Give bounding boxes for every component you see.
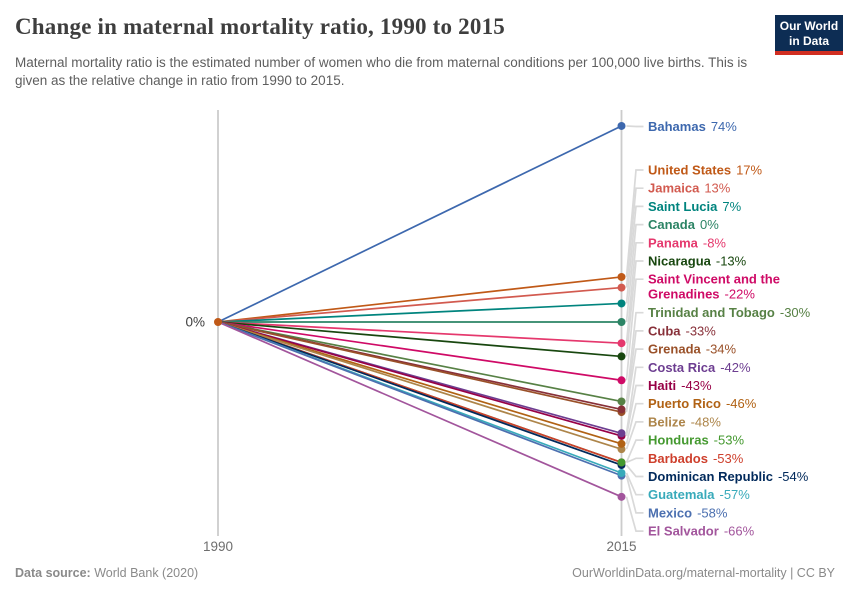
data-source-label: Data source: — [15, 566, 91, 580]
country-label-el-salvador[interactable]: El Salvador -66% — [648, 524, 755, 539]
data-source-value: World Bank (2020) — [90, 566, 199, 580]
country-label-costa-rica[interactable]: Costa Rica -42% — [648, 360, 751, 375]
country-label-dominican-republic[interactable]: Dominican Republic -54% — [648, 469, 809, 484]
slope-line-belize[interactable] — [217, 321, 622, 450]
start-dot-1990[interactable] — [214, 318, 222, 326]
label-connector — [625, 366, 644, 434]
credit-link[interactable]: OurWorldinData.org/maternal-mortality | … — [572, 566, 835, 580]
country-dot-saint-lucia[interactable] — [617, 299, 626, 308]
country-dot-panama[interactable] — [617, 339, 626, 348]
label-connector — [625, 311, 644, 402]
country-dot-puerto-rico[interactable] — [617, 439, 626, 448]
country-label-canada[interactable]: Canada 0% — [648, 217, 719, 232]
country-label-honduras[interactable]: Honduras -53% — [648, 433, 744, 448]
country-dot-bahamas[interactable] — [617, 121, 626, 130]
country-dot-costa-rica[interactable] — [617, 429, 626, 438]
country-label-haiti[interactable]: Haiti -43% — [648, 378, 712, 393]
slope-line-grenada[interactable] — [217, 321, 622, 413]
chart-subtitle: Maternal mortality ratio is the estimate… — [15, 55, 748, 89]
slope-line-saint-lucia[interactable] — [217, 302, 622, 323]
x-tick-label: 1990 — [203, 539, 233, 554]
country-dot-jamaica[interactable] — [617, 283, 626, 292]
x-tick-label: 2015 — [606, 539, 636, 554]
data-source: Data source: World Bank (2020) — [15, 566, 198, 580]
country-label-cuba[interactable]: Cuba -33% — [648, 323, 716, 338]
slope-chart: 1990 2015 0% Bahamas 74% United States 17% Jama… — [185, 110, 811, 554]
country-dot-guatemala[interactable] — [617, 468, 626, 477]
label-connector — [625, 496, 644, 532]
country-label-bahamas[interactable]: Bahamas 74% — [648, 119, 737, 134]
label-connector — [625, 241, 644, 344]
owid-logo-line1: Our World — [779, 19, 839, 33]
slope-line-jamaica[interactable] — [217, 286, 622, 323]
label-connector — [625, 330, 644, 410]
slope-line-trinidad-and-tobago[interactable] — [217, 321, 622, 403]
label-connector — [625, 348, 644, 413]
chart-footer: Data source: World Bank (2020) OurWorldi… — [0, 566, 850, 580]
owid-logo[interactable]: Our World in Data — [775, 15, 843, 55]
country-label-grenada[interactable]: Grenada -34% — [648, 342, 737, 357]
country-dot-trinidad-and-tobago[interactable] — [617, 397, 626, 406]
label-connector — [625, 384, 644, 437]
country-dot-honduras[interactable] — [617, 458, 626, 467]
country-label-mexico[interactable]: Mexico -58% — [648, 505, 728, 520]
country-label-guatemala[interactable]: Guatemala -57% — [648, 487, 750, 502]
country-label-panama[interactable]: Panama -8% — [648, 235, 726, 250]
page-title: Change in maternal mortality ratio, 1990… — [15, 14, 505, 39]
slope-line-mexico[interactable] — [217, 321, 622, 477]
country-dot-saint-vincent-and-the-grenadines[interactable] — [617, 376, 626, 385]
slope-line-panama[interactable] — [217, 321, 622, 345]
label-connector — [625, 169, 644, 278]
country-dot-united-states[interactable] — [617, 272, 626, 281]
slope-line-el-salvador[interactable] — [217, 321, 622, 498]
country-label-saint-lucia[interactable]: Saint Lucia 7% — [648, 199, 742, 214]
country-label-united-states[interactable]: United States 17% — [648, 163, 763, 178]
baseline-label: 0% — [185, 315, 205, 330]
label-connector — [625, 439, 644, 463]
country-label-trinidad-and-tobago[interactable]: Trinidad and Tobago -30% — [648, 305, 811, 320]
label-connector — [625, 187, 644, 288]
country-label-puerto-rico[interactable]: Puerto Rico -46% — [648, 396, 757, 411]
country-label-saint-vincent-and-the-grenadines[interactable]: Saint Vincent and the Grenadines -22% — [648, 272, 780, 302]
slope-line-haiti[interactable] — [217, 321, 622, 437]
slope-line-saint-vincent-and-the-grenadines[interactable] — [217, 321, 622, 382]
label-connector — [625, 421, 644, 450]
label-connector — [625, 260, 644, 357]
owid-logo-line2: in Data — [788, 33, 829, 48]
label-connector — [625, 278, 644, 381]
country-label-belize[interactable]: Belize -48% — [648, 414, 721, 429]
country-dot-cuba[interactable] — [617, 405, 626, 414]
slope-line-dominican-republic[interactable] — [217, 321, 622, 466]
country-dot-el-salvador[interactable] — [617, 492, 626, 501]
slope-line-united-states[interactable] — [217, 276, 622, 323]
label-connector — [626, 457, 644, 464]
label-connector — [625, 205, 644, 304]
label-connector — [625, 223, 644, 323]
label-connector — [625, 472, 644, 496]
country-label-barbados[interactable]: Barbados -53% — [648, 451, 744, 466]
country-label-nicaragua[interactable]: Nicaragua -13% — [648, 254, 747, 269]
country-label-jamaica[interactable]: Jamaica 13% — [648, 181, 731, 196]
label-connector — [626, 125, 644, 128]
country-dot-nicaragua[interactable] — [617, 352, 626, 361]
slope-line-bahamas[interactable] — [217, 125, 622, 323]
label-connector — [625, 475, 644, 514]
slope-line-nicaragua[interactable] — [217, 321, 622, 358]
label-connector — [625, 402, 644, 445]
label-connector — [625, 464, 644, 478]
owid-logo-accent-bar — [775, 51, 843, 55]
country-dot-canada[interactable] — [617, 318, 626, 326]
owid-logo-box: Our World in Data — [775, 15, 843, 51]
